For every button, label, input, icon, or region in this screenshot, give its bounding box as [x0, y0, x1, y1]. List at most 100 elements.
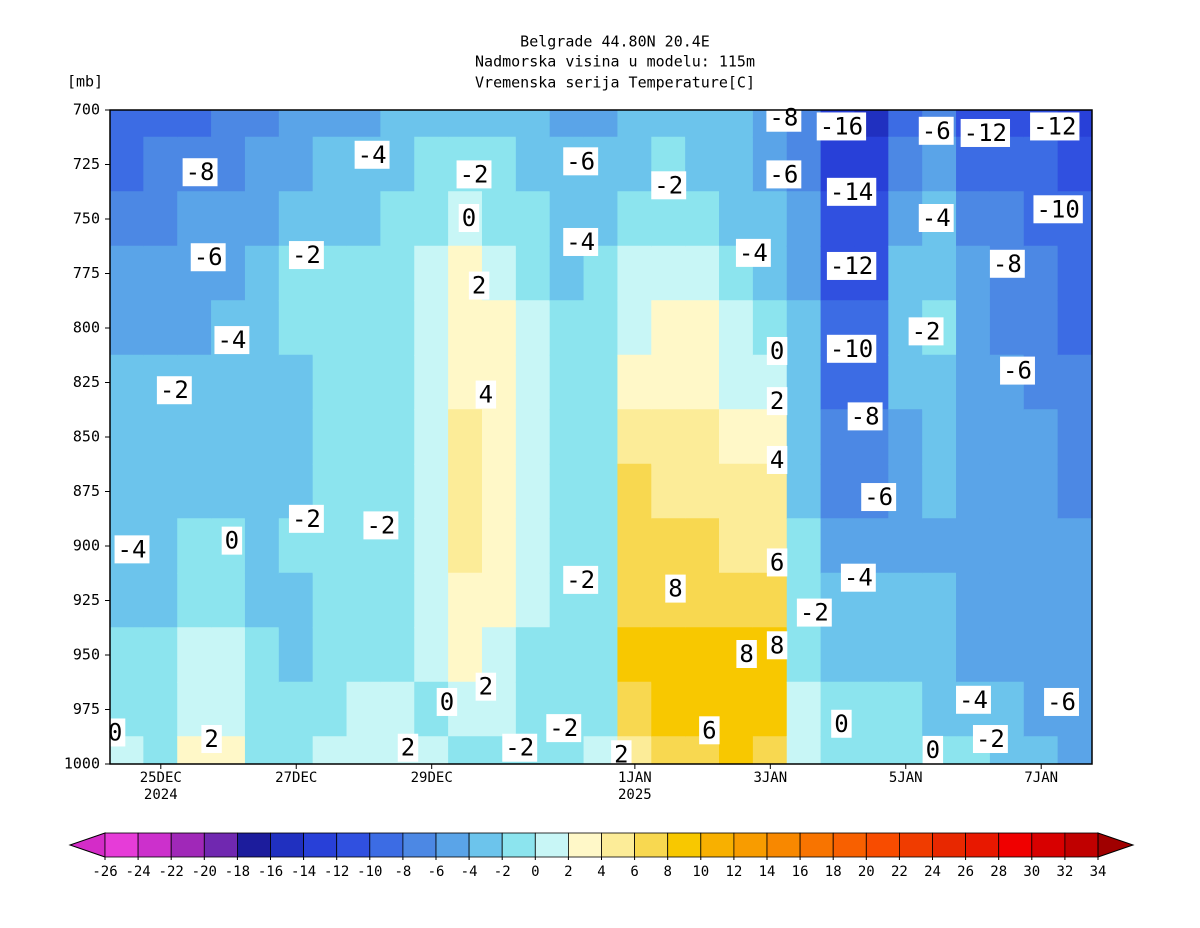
field-cell — [110, 300, 145, 356]
contour-label: -2 — [566, 566, 595, 594]
field-cell — [583, 627, 619, 683]
colorbar-swatch — [865, 832, 900, 858]
colorbar-label: -20 — [192, 864, 217, 880]
contour-label: -2 — [800, 599, 829, 627]
field-cell — [211, 110, 246, 138]
field-cell — [549, 409, 585, 465]
field-cell — [752, 191, 788, 247]
field-cell — [719, 736, 754, 764]
field-cell — [820, 627, 856, 683]
colorbar-swatch — [1064, 832, 1099, 858]
field-cell — [989, 572, 1025, 629]
contour-label: 4 — [770, 446, 784, 474]
field-cell — [211, 354, 246, 411]
field-cell — [244, 572, 280, 629]
colorbar-label: -6 — [428, 864, 445, 880]
colorbar-label: 32 — [1056, 864, 1073, 880]
field — [110, 110, 1092, 764]
contour-label: -16 — [820, 112, 863, 140]
field-cell — [448, 736, 483, 764]
field-cell — [719, 572, 754, 629]
colorbar-label: 4 — [597, 864, 605, 880]
colorbar-swatch — [1031, 832, 1066, 858]
contour-label-box — [766, 631, 788, 660]
contour-label-box — [1030, 112, 1080, 141]
contour-label-box — [436, 687, 458, 716]
field-cell — [481, 409, 517, 465]
colorbar-swatch — [501, 832, 536, 858]
field-cell — [888, 681, 924, 738]
field-cell — [922, 518, 958, 574]
field-cell — [1023, 736, 1059, 764]
contour-label: -2 — [976, 725, 1005, 753]
field-cell — [820, 354, 856, 411]
field-cell — [989, 300, 1025, 356]
field-cell — [1057, 627, 1092, 683]
contour-label-box — [190, 243, 226, 272]
y-tick-label: 900 — [73, 537, 100, 555]
field-cell — [685, 136, 721, 193]
field-cell — [346, 627, 382, 683]
field-cell — [110, 409, 145, 465]
contour-label-box — [563, 147, 599, 176]
field-cell — [651, 300, 687, 356]
field-cell — [685, 463, 721, 520]
colorbar-swatch — [170, 832, 205, 858]
field-cell — [651, 463, 687, 520]
y-tick-label: 850 — [73, 428, 100, 446]
field-cell — [685, 572, 721, 629]
colorbar-swatch — [733, 832, 768, 858]
contour-label: 0 — [462, 204, 476, 232]
field-cell — [143, 627, 179, 683]
field-cell — [1057, 300, 1092, 356]
field-cell — [244, 518, 280, 574]
field-cell — [448, 463, 483, 520]
field-cell — [312, 136, 348, 193]
field-cell — [617, 681, 653, 738]
field-cell — [583, 518, 619, 574]
contour-label: -4 — [739, 239, 768, 267]
field-cell — [515, 681, 551, 738]
field-cell — [922, 572, 958, 629]
y-tick-label: 975 — [73, 700, 100, 718]
field-cell — [989, 409, 1025, 465]
field-cell — [651, 736, 687, 764]
field-cell — [989, 627, 1025, 683]
field-cell — [583, 409, 619, 465]
field-cell — [244, 110, 280, 138]
field-cell — [346, 300, 382, 356]
colorbar-swatch — [700, 832, 735, 858]
colorbar-label: -4 — [461, 864, 478, 880]
field-cell — [1023, 245, 1059, 302]
field-cell — [278, 736, 314, 764]
field-cell — [786, 245, 822, 302]
field-cell — [143, 572, 179, 629]
field-cell — [1023, 463, 1059, 520]
field-cell — [922, 354, 958, 411]
contour-label: 0 — [108, 718, 122, 746]
field-cell — [956, 463, 991, 520]
field-cell — [1057, 136, 1092, 193]
field-cell — [244, 463, 280, 520]
field-cell — [956, 409, 991, 465]
contour-label-box — [214, 326, 250, 355]
field-cell — [448, 572, 483, 629]
field-cell — [312, 110, 348, 138]
field-cell — [719, 300, 754, 356]
contour-label-box — [908, 317, 944, 346]
field-cell — [110, 136, 145, 193]
field-cell — [211, 627, 246, 683]
contour-label-box — [288, 504, 324, 533]
field-cell — [380, 463, 416, 520]
field-cell — [414, 518, 450, 574]
contour-label: -2 — [460, 160, 489, 188]
plot-frame — [109, 109, 1093, 765]
field-cell — [1057, 463, 1092, 520]
field-cell — [481, 110, 517, 138]
field-cell — [956, 300, 991, 356]
contour-label-box — [766, 387, 788, 416]
field-cell — [719, 110, 754, 138]
field-cell — [786, 681, 822, 738]
colorbar-label: 28 — [990, 864, 1007, 880]
field-cell — [143, 409, 179, 465]
